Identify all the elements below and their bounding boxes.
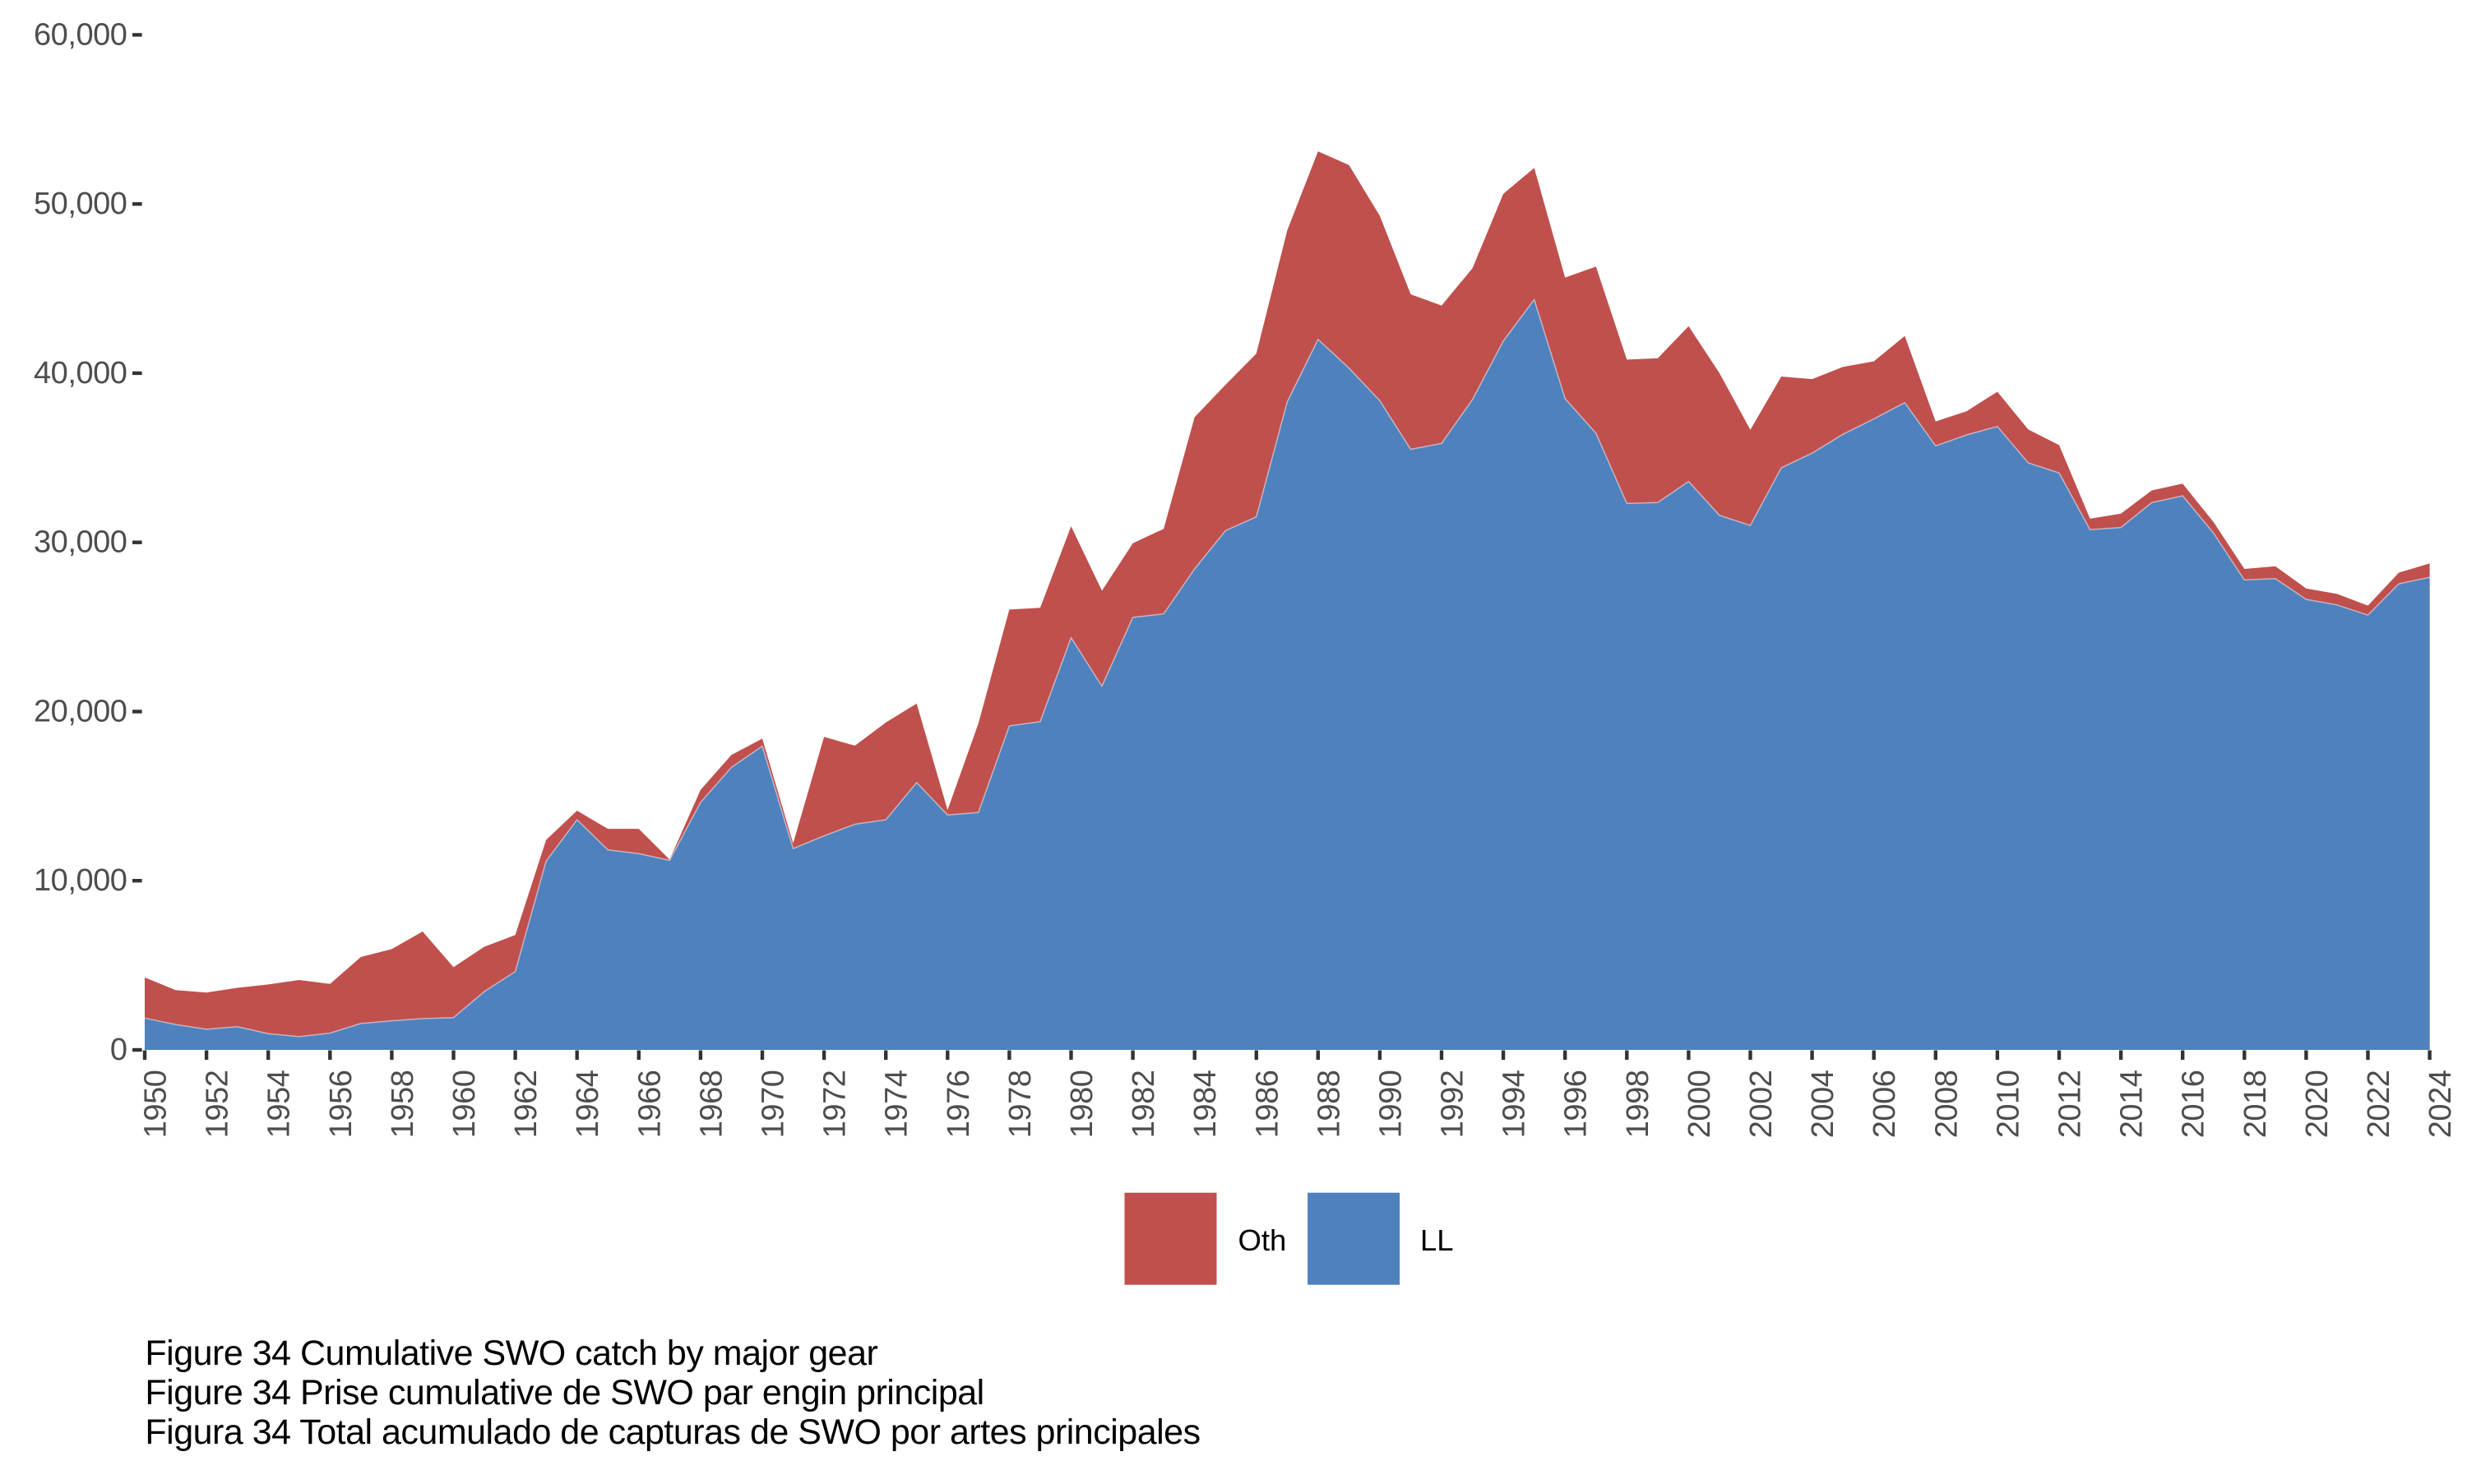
svg-text:1984: 1984: [1188, 1070, 1223, 1138]
svg-text:1994: 1994: [1497, 1070, 1532, 1138]
svg-text:1982: 1982: [1127, 1070, 1161, 1139]
svg-text:2020: 2020: [2300, 1070, 2335, 1139]
svg-text:0: 0: [110, 1033, 127, 1067]
svg-text:50,000: 50,000: [34, 187, 127, 221]
svg-text:1952: 1952: [201, 1070, 235, 1139]
svg-text:1990: 1990: [1373, 1070, 1408, 1139]
svg-text:2012: 2012: [2053, 1070, 2088, 1139]
svg-text:1950: 1950: [139, 1070, 174, 1139]
svg-text:2006: 2006: [1868, 1070, 1902, 1139]
svg-text:60,000: 60,000: [34, 17, 127, 52]
svg-text:1978: 1978: [1003, 1070, 1038, 1139]
svg-text:2022: 2022: [2362, 1070, 2396, 1139]
svg-text:2004: 2004: [1806, 1070, 1840, 1138]
svg-text:1964: 1964: [571, 1070, 605, 1138]
svg-text:2024: 2024: [2423, 1070, 2458, 1138]
svg-text:1968: 1968: [694, 1070, 729, 1139]
svg-text:Figura 34 Total acumulado de c: Figura 34 Total acumulado de capturas de…: [145, 1412, 1200, 1452]
svg-text:Figure 34 Prise cumulative de: Figure 34 Prise cumulative de SWO par en…: [145, 1373, 984, 1412]
svg-text:1962: 1962: [509, 1070, 544, 1139]
svg-text:2008: 2008: [1929, 1070, 1964, 1139]
svg-text:1954: 1954: [262, 1070, 297, 1138]
svg-text:1998: 1998: [1621, 1070, 1655, 1139]
svg-text:2016: 2016: [2177, 1070, 2211, 1139]
svg-text:2018: 2018: [2238, 1070, 2273, 1139]
svg-text:1976: 1976: [942, 1070, 976, 1139]
svg-text:1972: 1972: [818, 1070, 853, 1139]
svg-text:1958: 1958: [386, 1070, 420, 1139]
svg-text:2002: 2002: [1744, 1070, 1779, 1139]
svg-text:1996: 1996: [1559, 1070, 1594, 1139]
svg-text:1988: 1988: [1312, 1070, 1346, 1139]
svg-text:1980: 1980: [1065, 1070, 1099, 1139]
svg-text:1966: 1966: [632, 1070, 667, 1139]
svg-text:30,000: 30,000: [34, 525, 127, 560]
svg-text:1986: 1986: [1250, 1070, 1284, 1139]
svg-text:20,000: 20,000: [34, 695, 127, 729]
svg-text:2014: 2014: [2115, 1070, 2150, 1138]
svg-text:40,000: 40,000: [34, 356, 127, 391]
svg-text:1960: 1960: [447, 1070, 482, 1139]
svg-text:1970: 1970: [757, 1070, 791, 1139]
svg-text:1956: 1956: [324, 1070, 359, 1139]
svg-text:Figure 34 Cumulative SWO catch: Figure 34 Cumulative SWO catch by major …: [145, 1334, 877, 1373]
svg-text:1992: 1992: [1436, 1070, 1470, 1139]
svg-text:2000: 2000: [1682, 1070, 1717, 1139]
svg-text:1974: 1974: [880, 1070, 914, 1138]
svg-text:LL: LL: [1420, 1223, 1454, 1257]
svg-text:10,000: 10,000: [34, 863, 127, 898]
svg-text:Oth: Oth: [1238, 1223, 1287, 1257]
svg-text:2010: 2010: [1991, 1070, 2025, 1139]
